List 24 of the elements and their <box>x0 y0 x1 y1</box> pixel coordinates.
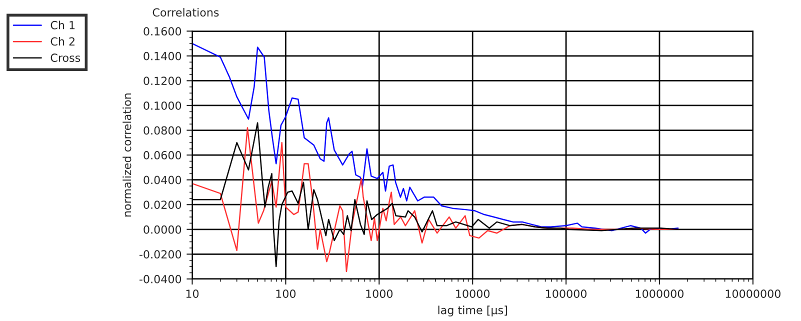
y-tick-label: 0.0000 <box>144 225 182 234</box>
x-tick-label: 10 <box>186 290 199 298</box>
x-tick-label: 10000 <box>456 290 490 298</box>
x-tick-label: 10000000 <box>726 290 780 298</box>
x-tick-label: 1000000 <box>636 290 684 298</box>
y-tick-label: 0.0400 <box>144 176 182 184</box>
y-tick-label: -0.0200 <box>139 250 182 259</box>
y-tick-label: 0.1200 <box>144 76 182 86</box>
y-tick-label: -0.0400 <box>139 274 182 284</box>
legend-label: Ch 2 <box>50 37 74 46</box>
y-tick-label: 0.0200 <box>144 200 182 209</box>
x-axis-title: lag time [µs] <box>438 306 507 316</box>
legend-label: Cross <box>50 54 80 62</box>
x-tick-label: 1000 <box>366 290 393 298</box>
y-tick-label: 0.1400 <box>144 52 182 60</box>
y-tick-label: 0.1000 <box>144 101 182 110</box>
y-tick-label: 0.0800 <box>144 126 182 135</box>
x-tick-label: 100000 <box>546 290 587 298</box>
y-axis-title: normalized correlation <box>122 94 132 216</box>
chart-title: Correlations <box>152 8 219 17</box>
y-tick-label: 0.0600 <box>144 151 182 160</box>
legend-label: Ch 1 <box>50 20 75 30</box>
y-tick-label: 0.1600 <box>144 27 182 36</box>
x-tick-label: 100 <box>276 290 296 298</box>
